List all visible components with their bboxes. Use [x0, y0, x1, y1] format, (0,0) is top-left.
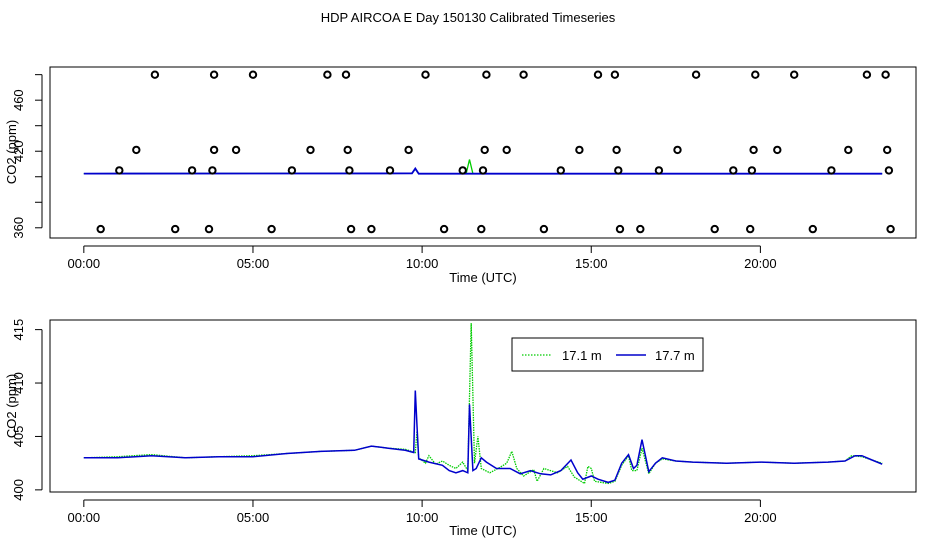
calibration-point	[615, 224, 625, 234]
calibration-point	[575, 145, 584, 155]
calibration-panel: Time (UTC) CO2 (ppm) 00:00 05:00 10:00 15:0…	[4, 66, 917, 285]
x-tick-label: 10:00	[406, 256, 439, 271]
calibration-point	[132, 145, 141, 155]
calibration-point	[187, 166, 197, 175]
x-tick-label: 05:00	[237, 256, 270, 271]
x-tick-label: 10:00	[406, 510, 439, 525]
x-tick-label: 05:00	[237, 510, 270, 525]
calibration-point	[790, 70, 799, 79]
calibration-point	[883, 145, 892, 155]
calibration-point	[539, 224, 549, 234]
calibration-point	[654, 166, 664, 175]
y-tick-label: 420	[11, 140, 26, 162]
calibration-point	[749, 145, 758, 155]
calibration-point	[751, 70, 760, 79]
series-17-7-m-line	[83, 390, 883, 484]
calibration-point	[204, 224, 214, 234]
calibration-point	[482, 70, 491, 79]
calibration-point	[346, 224, 356, 234]
calibration-point	[844, 145, 853, 155]
calibration-point	[886, 224, 895, 234]
x-axis-label: Time (UTC)	[449, 523, 516, 538]
y-tick-label: 410	[11, 372, 26, 394]
calibration-point	[827, 166, 836, 175]
x-tick-label: 00:00	[68, 510, 101, 525]
y-tick-label: 415	[11, 319, 26, 341]
calibration-point	[746, 224, 755, 234]
calibration-point	[343, 145, 352, 155]
calibration-point	[96, 224, 105, 234]
legend: 17.1 m 17.7 m	[511, 337, 704, 372]
calibration-point	[636, 224, 645, 234]
x-axis-label: Time (UTC)	[449, 270, 516, 285]
calibration-point	[439, 224, 449, 234]
legend-label-17-1m: 17.1 m	[562, 348, 602, 363]
calibration-point	[612, 145, 621, 155]
x-tick-label: 20:00	[744, 256, 777, 271]
calibration-point	[478, 166, 488, 175]
plot-frame	[49, 66, 917, 239]
calibration-point	[341, 70, 351, 79]
calibration-point	[519, 70, 528, 79]
y-tick-label: 400	[11, 479, 26, 501]
y-tick-label: 360	[11, 217, 26, 239]
calibration-point	[884, 166, 894, 175]
timeseries-panel: Time (UTC) CO2 (ppm) 00:00 05:00 10:00 15:0…	[4, 319, 917, 538]
calibration-point	[480, 145, 489, 155]
calibration-point	[673, 145, 682, 155]
calibration-point	[231, 145, 241, 155]
figure-title: HDP AIRCOA E Day 150130 Calibrated Times…	[321, 10, 616, 25]
calibration-point	[150, 70, 160, 79]
calibration-point	[458, 166, 467, 175]
plot-frame	[49, 319, 917, 493]
calibration-point	[773, 145, 782, 155]
calibration-point	[306, 145, 315, 155]
calibration-point	[323, 70, 332, 79]
calibration-point	[610, 70, 620, 79]
x-tick-label: 15:00	[575, 510, 608, 525]
calibration-point	[287, 166, 297, 175]
calibration-point	[267, 224, 276, 234]
calibration-point	[404, 145, 413, 155]
series-blue-line	[83, 166, 883, 175]
calibration-point	[691, 70, 701, 79]
calibration-point	[421, 70, 430, 79]
calibration-point	[209, 70, 219, 79]
calibration-point	[862, 70, 872, 79]
calibration-point	[345, 166, 354, 175]
calibration-point	[209, 145, 219, 155]
calibration-point	[729, 166, 738, 175]
x-tick-label: 00:00	[68, 256, 101, 271]
calibration-point	[248, 70, 258, 79]
x-tick-label: 20:00	[744, 510, 777, 525]
calibration-point	[881, 70, 890, 79]
y-axis-label: CO2 (ppm)	[4, 120, 19, 184]
calibration-point	[808, 224, 817, 234]
calibration-point	[385, 166, 395, 175]
calibration-point	[502, 145, 511, 155]
calibration-point	[208, 166, 217, 175]
calibration-point	[556, 166, 565, 175]
y-tick-label: 460	[11, 89, 26, 111]
calibration-point	[477, 224, 486, 234]
x-tick-label: 15:00	[575, 256, 608, 271]
series-17-1-m-line	[83, 323, 883, 485]
calibration-point	[710, 224, 719, 234]
y-axis-label: CO2 (ppm)	[4, 374, 19, 438]
y-tick-label: 405	[11, 426, 26, 448]
calibration-point	[747, 166, 757, 175]
calibration-point	[593, 70, 603, 79]
calibration-point	[115, 166, 124, 175]
calibration-point	[367, 224, 376, 234]
calibration-point	[171, 224, 180, 234]
calibration-point	[614, 166, 623, 175]
legend-label-17-7m: 17.7 m	[655, 348, 695, 363]
